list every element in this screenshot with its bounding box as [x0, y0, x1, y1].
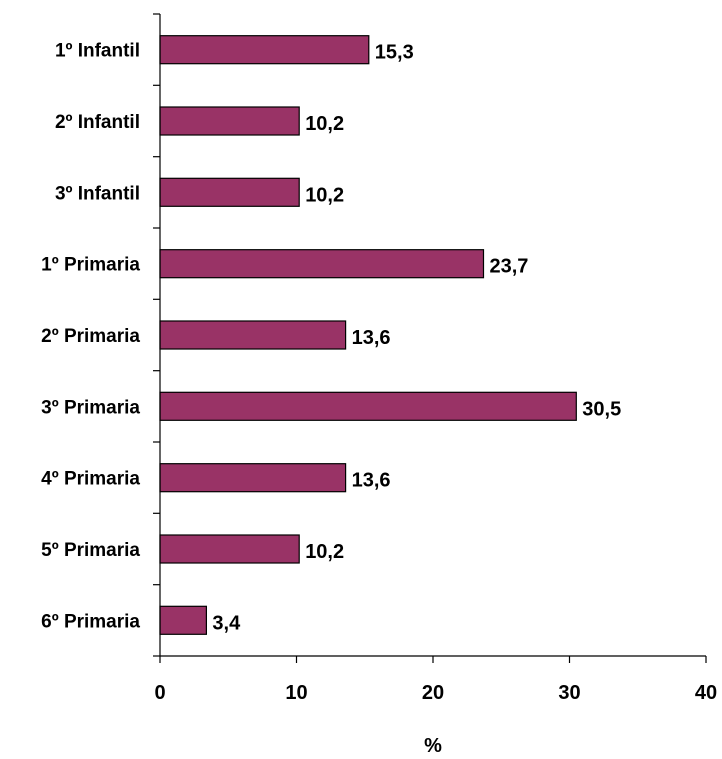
bar	[159, 463, 347, 493]
data-label: 10,2	[305, 541, 344, 563]
bar	[159, 320, 347, 350]
category-label: 3º Infantil	[55, 183, 140, 204]
bars-group	[159, 35, 577, 635]
x-tick-label: 0	[154, 682, 165, 704]
data-label: 15,3	[375, 42, 414, 64]
bar	[159, 106, 300, 136]
category-label: 1º Primaria	[41, 255, 140, 276]
x-tick-label: 30	[558, 682, 580, 704]
x-tick-label: 40	[695, 682, 717, 704]
category-label: 3º Primaria	[41, 397, 140, 418]
category-label: 1º Infantil	[55, 41, 140, 62]
data-label: 13,6	[352, 327, 391, 349]
bar	[159, 534, 300, 564]
bar	[159, 35, 370, 65]
bar	[159, 177, 300, 207]
data-label: 10,2	[305, 113, 344, 135]
category-label: 6º Primaria	[41, 611, 140, 632]
category-label: 5º Primaria	[41, 540, 140, 561]
bar	[159, 249, 485, 279]
labels-group: 1º Infantil 15,3 2º Infantil 10,2 3º Infanti…	[41, 41, 717, 704]
data-label: 30,5	[582, 398, 621, 420]
data-label: 13,6	[352, 470, 391, 492]
data-label: 10,2	[305, 184, 344, 206]
axes-group	[153, 13, 707, 663]
x-tick-label: 10	[285, 682, 307, 704]
category-label: 2º Primaria	[41, 326, 140, 347]
bar	[159, 605, 208, 635]
bar	[159, 391, 577, 421]
data-label: 23,7	[490, 256, 529, 278]
data-label: 3,4	[212, 612, 241, 634]
category-label: 4º Primaria	[41, 469, 140, 490]
x-tick-label: 20	[422, 682, 444, 704]
category-label: 2º Infantil	[55, 112, 140, 133]
x-axis-title: %	[424, 735, 442, 757]
